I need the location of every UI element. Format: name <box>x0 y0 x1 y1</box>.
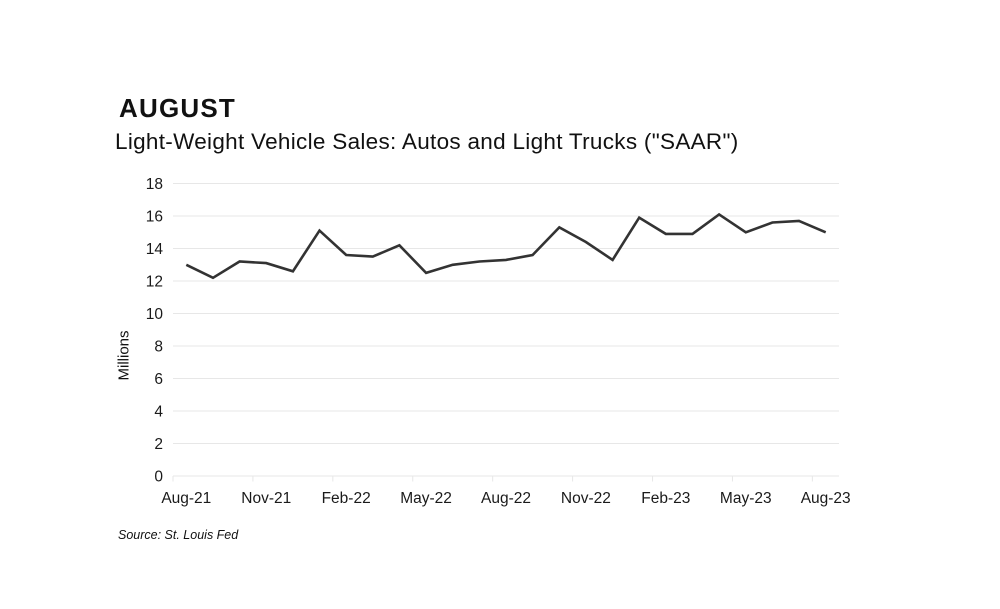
x-tick-label: Feb-22 <box>322 490 371 507</box>
y-tick-label: 12 <box>146 274 163 291</box>
x-tick-label: Nov-22 <box>561 490 611 507</box>
y-tick-label: 14 <box>146 241 164 258</box>
x-tick-label: May-23 <box>720 490 772 507</box>
y-tick-label: 18 <box>146 176 163 193</box>
x-tick-label: Feb-23 <box>641 490 690 507</box>
x-tick-label: Aug-22 <box>481 490 531 507</box>
x-tick-label: May-22 <box>400 490 452 507</box>
y-tick-label: 6 <box>154 371 163 388</box>
y-tick-label: 10 <box>146 306 164 323</box>
y-tick-label: 4 <box>154 404 163 421</box>
x-tick-label: Nov-21 <box>241 490 291 507</box>
y-tick-label: 8 <box>154 339 163 356</box>
x-tick-label: Aug-23 <box>801 490 851 507</box>
y-tick-label: 2 <box>154 436 163 453</box>
y-tick-label: 0 <box>154 469 163 486</box>
x-tick-label: Aug-21 <box>161 490 211 507</box>
chart-subtitle: Light-Weight Vehicle Sales: Autos and Li… <box>115 129 739 154</box>
chart-title: AUGUST <box>119 93 236 123</box>
source-note: Source: St. Louis Fed <box>118 528 239 542</box>
y-tick-label: 16 <box>146 209 163 226</box>
vehicle-sales-series-line <box>185 212 827 280</box>
